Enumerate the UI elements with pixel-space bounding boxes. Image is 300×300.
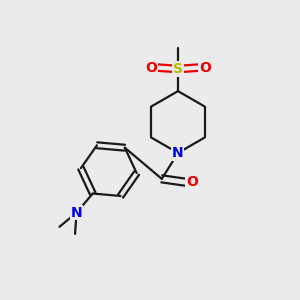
Text: O: O: [199, 61, 211, 75]
Text: N: N: [71, 206, 82, 220]
Text: S: S: [173, 62, 183, 76]
Text: N: N: [172, 146, 184, 160]
Text: O: O: [145, 61, 157, 75]
Text: O: O: [186, 176, 198, 189]
